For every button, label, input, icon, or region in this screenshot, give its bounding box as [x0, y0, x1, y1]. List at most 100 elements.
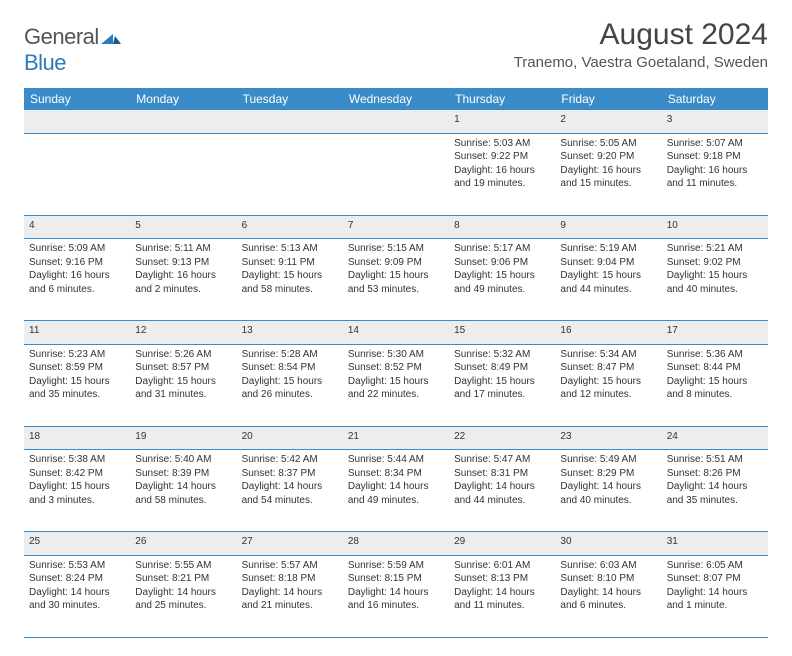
day-cell: Sunrise: 5:07 AMSunset: 9:18 PMDaylight:…: [662, 133, 768, 215]
day-cell: Sunrise: 5:30 AMSunset: 8:52 PMDaylight:…: [343, 344, 449, 426]
day-cell: Sunrise: 5:44 AMSunset: 8:34 PMDaylight:…: [343, 450, 449, 532]
day-cell: Sunrise: 5:47 AMSunset: 8:31 PMDaylight:…: [449, 450, 555, 532]
day-number: 13: [237, 321, 343, 345]
day-number: 30: [555, 532, 661, 556]
day-cell: Sunrise: 5:23 AMSunset: 8:59 PMDaylight:…: [24, 344, 130, 426]
day-cell: Sunrise: 5:19 AMSunset: 9:04 PMDaylight:…: [555, 239, 661, 321]
sunset-text: Sunset: 9:04 PM: [560, 256, 656, 270]
sunrise-text: Sunrise: 5:30 AM: [348, 348, 444, 362]
sunset-text: Sunset: 8:42 PM: [29, 467, 125, 481]
day-cell: Sunrise: 5:38 AMSunset: 8:42 PMDaylight:…: [24, 450, 130, 532]
sunrise-text: Sunrise: 5:55 AM: [135, 559, 231, 573]
day-number: 1: [449, 110, 555, 133]
day-number: 20: [237, 426, 343, 450]
daylight-text: and 12 minutes.: [560, 388, 656, 402]
day-header: Wednesday: [343, 88, 449, 110]
daylight-text: Daylight: 14 hours: [348, 480, 444, 494]
daylight-text: and 2 minutes.: [135, 283, 231, 297]
day-number: 29: [449, 532, 555, 556]
daylight-text: and 53 minutes.: [348, 283, 444, 297]
day-cell: [237, 133, 343, 215]
day-number: 6: [237, 215, 343, 239]
sunrise-text: Sunrise: 5:07 AM: [667, 137, 763, 151]
day-number: 18: [24, 426, 130, 450]
daylight-text: and 40 minutes.: [560, 494, 656, 508]
sunset-text: Sunset: 9:16 PM: [29, 256, 125, 270]
day-cell: [343, 133, 449, 215]
day-number-row: 45678910: [24, 215, 768, 239]
sunrise-text: Sunrise: 5:09 AM: [29, 242, 125, 256]
day-number: 23: [555, 426, 661, 450]
day-number: [130, 110, 236, 133]
day-cell: Sunrise: 5:32 AMSunset: 8:49 PMDaylight:…: [449, 344, 555, 426]
calendar-header-row: SundayMondayTuesdayWednesdayThursdayFrid…: [24, 88, 768, 110]
sunset-text: Sunset: 8:59 PM: [29, 361, 125, 375]
day-number-row: 123: [24, 110, 768, 133]
day-cell: [24, 133, 130, 215]
day-cell: Sunrise: 5:57 AMSunset: 8:18 PMDaylight:…: [237, 555, 343, 637]
daylight-text: Daylight: 15 hours: [348, 375, 444, 389]
day-number: 4: [24, 215, 130, 239]
logo-word-2: Blue: [24, 50, 66, 75]
daylight-text: Daylight: 14 hours: [29, 586, 125, 600]
day-number: 12: [130, 321, 236, 345]
daylight-text: and 54 minutes.: [242, 494, 338, 508]
sunset-text: Sunset: 8:57 PM: [135, 361, 231, 375]
month-title: August 2024: [514, 18, 768, 52]
day-cell: Sunrise: 5:49 AMSunset: 8:29 PMDaylight:…: [555, 450, 661, 532]
daylight-text: Daylight: 15 hours: [667, 375, 763, 389]
daylight-text: Daylight: 15 hours: [135, 375, 231, 389]
sunrise-text: Sunrise: 5:57 AM: [242, 559, 338, 573]
sunset-text: Sunset: 8:54 PM: [242, 361, 338, 375]
day-number: 17: [662, 321, 768, 345]
sunrise-text: Sunrise: 5:15 AM: [348, 242, 444, 256]
day-cell: Sunrise: 5:15 AMSunset: 9:09 PMDaylight:…: [343, 239, 449, 321]
daylight-text: and 11 minutes.: [454, 599, 550, 613]
calendar-table: SundayMondayTuesdayWednesdayThursdayFrid…: [24, 88, 768, 638]
sunrise-text: Sunrise: 5:13 AM: [242, 242, 338, 256]
daylight-text: and 58 minutes.: [135, 494, 231, 508]
day-number: 11: [24, 321, 130, 345]
daylight-text: and 6 minutes.: [29, 283, 125, 297]
sunset-text: Sunset: 9:06 PM: [454, 256, 550, 270]
day-number: [343, 110, 449, 133]
sunrise-text: Sunrise: 5:40 AM: [135, 453, 231, 467]
sunrise-text: Sunrise: 5:44 AM: [348, 453, 444, 467]
daylight-text: and 21 minutes.: [242, 599, 338, 613]
daylight-text: Daylight: 14 hours: [242, 586, 338, 600]
sunset-text: Sunset: 8:52 PM: [348, 361, 444, 375]
sunrise-text: Sunrise: 5:28 AM: [242, 348, 338, 362]
daylight-text: Daylight: 14 hours: [454, 480, 550, 494]
sunrise-text: Sunrise: 5:05 AM: [560, 137, 656, 151]
calendar-page: GeneralBlue August 2024 Tranemo, Vaestra…: [0, 0, 792, 656]
day-number: 10: [662, 215, 768, 239]
sunset-text: Sunset: 8:07 PM: [667, 572, 763, 586]
day-cell: [130, 133, 236, 215]
day-details-row: Sunrise: 5:53 AMSunset: 8:24 PMDaylight:…: [24, 555, 768, 637]
daylight-text: Daylight: 14 hours: [560, 480, 656, 494]
day-cell: Sunrise: 5:59 AMSunset: 8:15 PMDaylight:…: [343, 555, 449, 637]
logo-mark-icon: [101, 24, 121, 50]
daylight-text: and 49 minutes.: [348, 494, 444, 508]
daylight-text: Daylight: 14 hours: [667, 480, 763, 494]
daylight-text: Daylight: 14 hours: [348, 586, 444, 600]
sunrise-text: Sunrise: 5:53 AM: [29, 559, 125, 573]
daylight-text: and 26 minutes.: [242, 388, 338, 402]
sunset-text: Sunset: 8:18 PM: [242, 572, 338, 586]
day-number: 3: [662, 110, 768, 133]
sunrise-text: Sunrise: 5:59 AM: [348, 559, 444, 573]
day-number-row: 25262728293031: [24, 532, 768, 556]
sunrise-text: Sunrise: 5:11 AM: [135, 242, 231, 256]
sunset-text: Sunset: 9:13 PM: [135, 256, 231, 270]
day-header: Tuesday: [237, 88, 343, 110]
day-details-row: Sunrise: 5:23 AMSunset: 8:59 PMDaylight:…: [24, 344, 768, 426]
sunrise-text: Sunrise: 5:51 AM: [667, 453, 763, 467]
day-cell: Sunrise: 5:36 AMSunset: 8:44 PMDaylight:…: [662, 344, 768, 426]
title-block: August 2024 Tranemo, Vaestra Goetaland, …: [514, 18, 768, 71]
sunrise-text: Sunrise: 5:49 AM: [560, 453, 656, 467]
daylight-text: and 49 minutes.: [454, 283, 550, 297]
sunset-text: Sunset: 8:31 PM: [454, 467, 550, 481]
day-number: 2: [555, 110, 661, 133]
daylight-text: Daylight: 16 hours: [135, 269, 231, 283]
daylight-text: Daylight: 15 hours: [454, 375, 550, 389]
